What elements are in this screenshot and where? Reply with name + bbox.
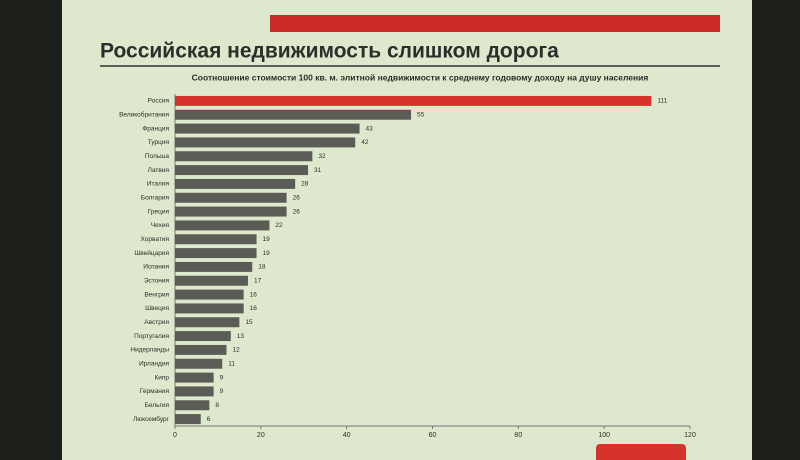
- bar: [175, 400, 210, 411]
- value-label: 28: [301, 181, 309, 188]
- bar: [175, 234, 257, 245]
- y-tick-label: Болгария: [141, 194, 170, 201]
- bar: [175, 109, 412, 120]
- y-tick-label: Австрия: [144, 319, 169, 326]
- value-label: 32: [318, 153, 326, 160]
- bar: [175, 192, 287, 203]
- value-label: 15: [245, 319, 253, 326]
- bar: [175, 358, 223, 369]
- bar: [175, 344, 227, 355]
- y-tick-label: Италия: [147, 181, 170, 188]
- x-tick-label: 20: [257, 432, 265, 439]
- value-label: 8: [215, 402, 219, 409]
- y-tick-label: Великобритания: [119, 110, 169, 118]
- x-tick-label: 40: [343, 432, 351, 439]
- y-tick-label: Испания: [143, 264, 169, 271]
- value-label: 19: [263, 250, 271, 257]
- header-bar: [270, 15, 720, 32]
- bar: [175, 178, 296, 189]
- y-tick-label: Франция: [142, 125, 169, 132]
- x-tick-label: 60: [429, 432, 437, 439]
- y-tick-label: Латвия: [148, 167, 170, 174]
- value-label: 16: [250, 305, 258, 312]
- value-label: 22: [275, 222, 283, 229]
- bar: [175, 137, 356, 148]
- value-label: 42: [361, 139, 369, 146]
- value-label: 12: [233, 347, 241, 354]
- bar: [175, 372, 214, 383]
- value-label: 11: [228, 360, 235, 367]
- value-label: 55: [417, 111, 425, 118]
- y-tick-label: Греция: [148, 208, 170, 215]
- bar: [175, 261, 253, 272]
- x-tick-label: 100: [598, 432, 610, 439]
- y-tick-label: Турция: [148, 139, 170, 146]
- y-tick-label: Португалия: [134, 333, 169, 340]
- y-tick-label: Россия: [148, 98, 170, 105]
- value-label: 18: [258, 264, 266, 271]
- bar: [175, 386, 214, 397]
- bar: [175, 303, 244, 314]
- value-label: 16: [250, 291, 258, 298]
- value-label: 43: [366, 125, 374, 132]
- value-label: 26: [293, 194, 301, 201]
- y-tick-label: Нидерланды: [130, 347, 169, 354]
- y-tick-label: Люксембург: [133, 415, 170, 423]
- y-tick-label: Швейцария: [134, 249, 169, 257]
- value-label: 9: [220, 374, 224, 381]
- bar: [175, 414, 201, 425]
- value-label: 9: [220, 388, 224, 395]
- bar: [175, 151, 313, 162]
- x-tick-label: 0: [173, 432, 177, 439]
- y-tick-label: Ирландия: [139, 360, 169, 367]
- y-tick-label: Польша: [145, 153, 170, 160]
- y-tick-label: Кипр: [154, 374, 169, 381]
- bar: [175, 289, 244, 300]
- chart-title: Российская недвижимость слишком дорога: [100, 40, 559, 63]
- value-label: 111: [657, 98, 667, 105]
- bar: [175, 317, 240, 328]
- y-tick-label: Германия: [140, 388, 170, 395]
- bar: [175, 220, 270, 231]
- x-tick-label: 120: [684, 432, 696, 439]
- bar: [175, 95, 652, 106]
- logo: [596, 444, 686, 460]
- y-tick-label: Швеция: [145, 305, 169, 312]
- value-label: 6: [207, 416, 211, 423]
- bar: [175, 206, 287, 217]
- value-label: 19: [263, 236, 271, 243]
- value-label: 17: [254, 277, 262, 284]
- bar: [175, 123, 360, 134]
- y-tick-label: Чехия: [151, 222, 170, 229]
- bar: [175, 165, 309, 176]
- value-label: 26: [293, 208, 301, 215]
- chart-subtitle: Соотношение стоимости 100 кв. м. элитной…: [192, 72, 649, 82]
- bar: [175, 275, 248, 286]
- y-tick-label: Хорватия: [141, 236, 170, 243]
- y-tick-label: Бельгия: [145, 402, 170, 409]
- value-label: 31: [314, 167, 322, 174]
- value-label: 13: [237, 333, 245, 340]
- y-tick-label: Венгрия: [144, 291, 169, 298]
- x-tick-label: 80: [514, 432, 522, 439]
- y-tick-label: Эстония: [144, 277, 170, 284]
- bar: [175, 248, 257, 259]
- bar: [175, 331, 231, 342]
